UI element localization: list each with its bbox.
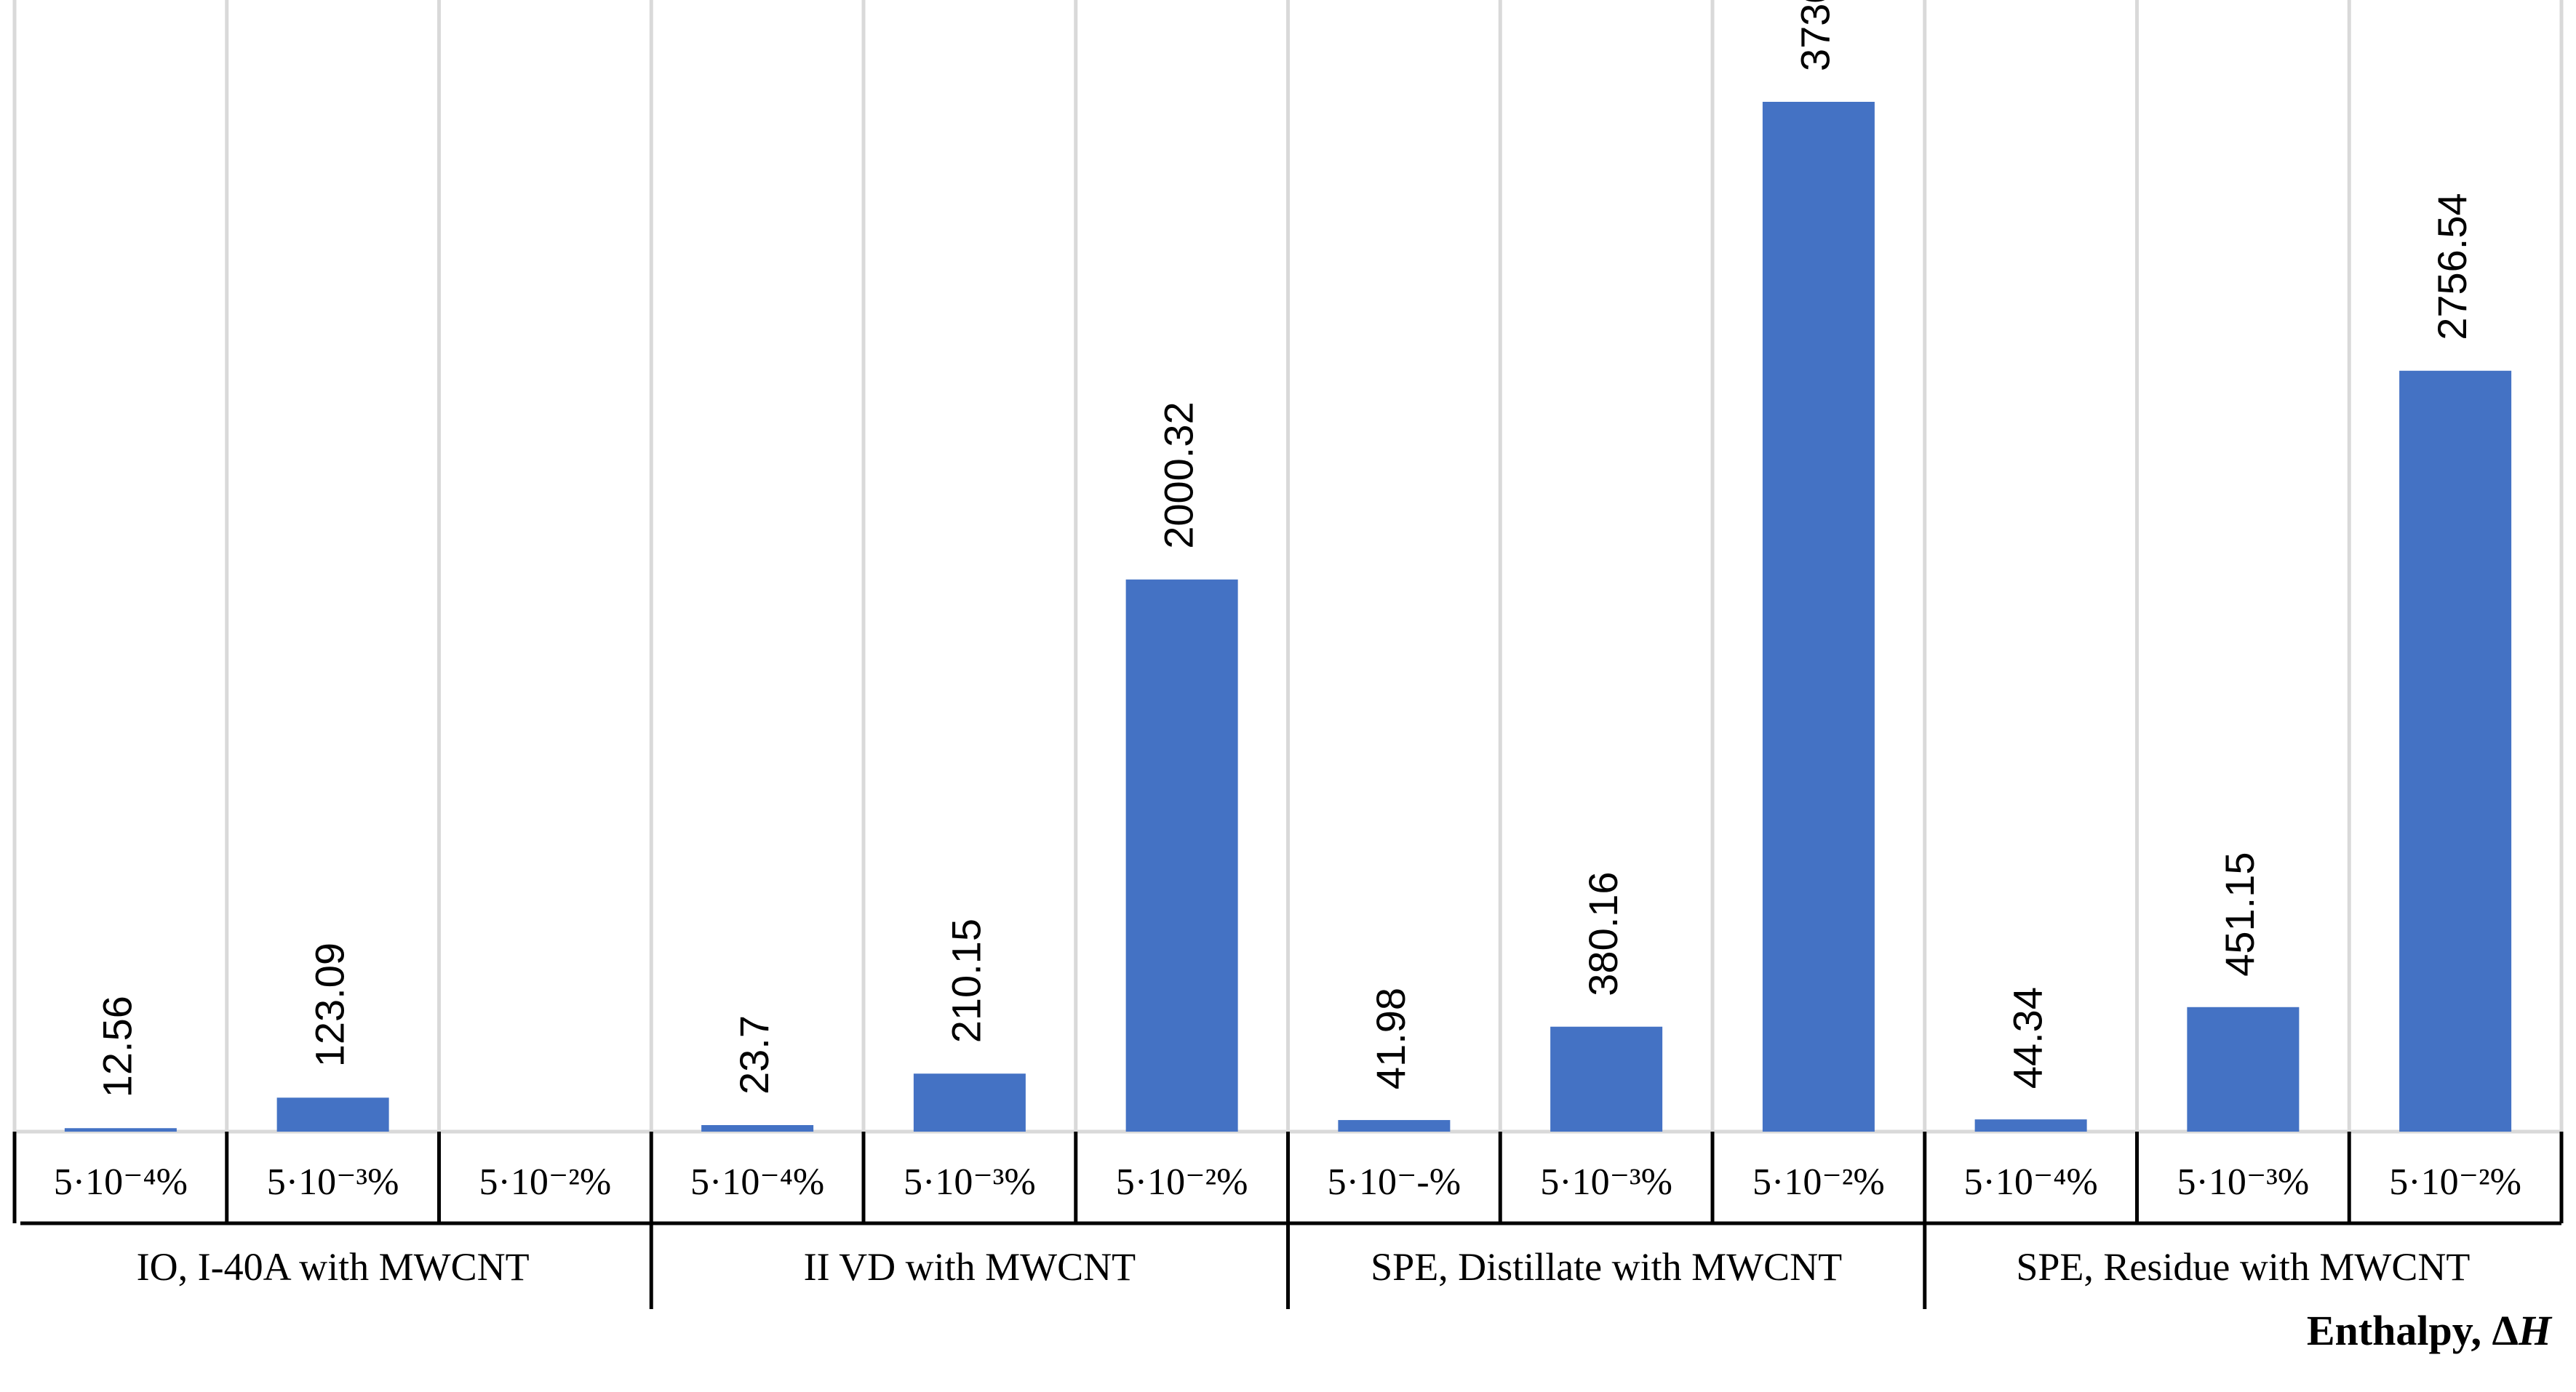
bar <box>64 1128 177 1132</box>
category-tick-label: 5·10⁻³% <box>267 1161 399 1203</box>
x-axis-title: Enthalpy, ΔH <box>2306 1307 2551 1354</box>
category-tick-label: 5·10⁻²% <box>1116 1161 1248 1203</box>
category-tick-label: 5·10⁻³% <box>904 1161 1036 1203</box>
data-label: 2000.32 <box>1155 401 1201 548</box>
bar <box>1762 102 1875 1132</box>
data-label: 210.15 <box>944 919 989 1043</box>
group-label: II VD with MWCNT <box>804 1245 1136 1289</box>
data-label: 44.34 <box>2004 987 2050 1089</box>
category-tick-label: 5·10⁻³% <box>2177 1161 2310 1203</box>
bar <box>2399 370 2512 1132</box>
category-tick-label: 5·10⁻²% <box>1752 1161 1885 1203</box>
data-label: 451.15 <box>2217 852 2262 976</box>
category-tick-label: 5·10⁻-% <box>1328 1161 1461 1203</box>
bar <box>913 1073 1026 1132</box>
category-tick-label: 5·10⁻⁴% <box>54 1161 188 1203</box>
bar <box>276 1097 389 1132</box>
data-label: 41.98 <box>1368 988 1413 1089</box>
category-tick-label: 5·10⁻⁴% <box>690 1161 824 1203</box>
bar <box>2187 1007 2300 1132</box>
bar <box>701 1125 814 1132</box>
category-tick-label: 5·10⁻²% <box>2389 1161 2521 1203</box>
data-label: 3730.79 <box>1793 0 1838 71</box>
category-tick-label: 5·10⁻²% <box>479 1161 612 1203</box>
group-label: SPE, Residue with MWCNT <box>2016 1245 2470 1289</box>
data-label: 23.7 <box>731 1015 777 1095</box>
data-label: 123.09 <box>306 943 352 1067</box>
category-tick-label: 5·10⁻³% <box>1540 1161 1672 1203</box>
data-label: 12.56 <box>95 996 140 1097</box>
bar <box>1974 1119 2087 1132</box>
data-label: 2756.54 <box>2429 193 2475 340</box>
bar <box>1125 579 1238 1132</box>
group-label: IO, I-40A with MWCNT <box>137 1245 530 1289</box>
bar <box>1550 1026 1663 1132</box>
data-label: 380.16 <box>1580 871 1626 996</box>
category-tick-label: 5·10⁻⁴% <box>1964 1161 2098 1203</box>
bar <box>1338 1120 1451 1132</box>
group-label: SPE, Distillate with MWCNT <box>1371 1245 1842 1289</box>
